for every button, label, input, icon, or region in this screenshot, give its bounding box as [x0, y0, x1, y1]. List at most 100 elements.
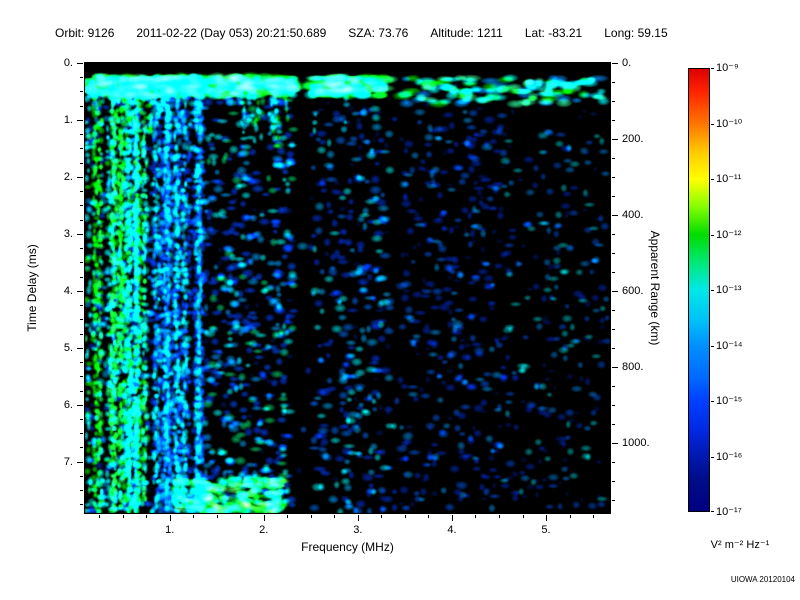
y-left-tick-label: 2. [63, 170, 73, 183]
x-axis-minor-tick [381, 515, 383, 518]
x-axis-tick [263, 515, 265, 521]
colorbar-tick [711, 456, 714, 458]
x-axis-minor-tick [287, 515, 289, 518]
y-left-minor-tick [80, 191, 83, 193]
y-right-minor-tick [612, 385, 615, 387]
x-axis-minor-tick [428, 515, 430, 518]
colorbar-tick-label: 10⁻¹⁶ [716, 450, 743, 463]
y-right-minor-tick [612, 423, 615, 425]
latitude-info: Lat: -83.21 [524, 26, 583, 40]
y-left-minor-tick [80, 148, 83, 150]
x-axis-minor-tick [310, 515, 312, 518]
y-left-tick-label: 3. [63, 227, 73, 240]
y-right-minor-tick [612, 328, 615, 330]
colorbar-tick-label: 10⁻¹³ [716, 284, 742, 296]
y-right-minor-tick [612, 119, 615, 121]
altitude-info: Altitude: 1211 [430, 26, 503, 40]
colorbar-tick [711, 68, 714, 69]
x-axis-label: Frequency (MHz) [301, 540, 394, 554]
x-tick-label: 2. [259, 524, 269, 536]
x-tick-label: 5. [541, 524, 551, 536]
y-left-minor-tick [80, 319, 83, 321]
colorbar-tick [711, 234, 714, 236]
datetime-info: 2011-02-22 (Day 053) 20:21:50.689 [136, 26, 327, 40]
y-left-tick-label: 7. [63, 455, 73, 468]
x-axis-minor-tick [404, 515, 406, 518]
x-axis-minor-tick [522, 515, 524, 518]
x-axis-tick [451, 515, 453, 521]
y-left-tick-label: 4. [63, 284, 73, 297]
y-left-minor-tick [80, 305, 83, 307]
y-left-minor-tick [80, 134, 83, 136]
y-right-minor-tick [612, 347, 615, 349]
y-right-tick-label: 200. [622, 132, 644, 145]
y-left-tick [77, 461, 83, 463]
y-left-minor-tick [80, 77, 83, 79]
colorbar-tick [711, 511, 714, 512]
y-left-minor-tick [80, 362, 83, 364]
spectrogram-canvas [85, 63, 610, 513]
longitude-info: Long: 59.15 [604, 26, 668, 40]
y-left-tick [77, 63, 83, 64]
x-tick-label: 1. [165, 524, 175, 536]
colorbar-unit-label: V² m⁻² Hz⁻¹ [710, 539, 770, 551]
y-left-tick [77, 347, 83, 349]
y-left-tick-label: 6. [63, 398, 73, 411]
spectrogram-plot-frame [84, 62, 611, 514]
y-right-minor-tick [612, 404, 615, 406]
y-right-tick [612, 442, 618, 444]
y-right-tick [612, 290, 618, 292]
x-tick-label: 4. [447, 524, 457, 536]
colorbar-tick-label: 10⁻¹² [716, 228, 742, 241]
y-right-minor-tick [612, 176, 615, 178]
y-left-minor-tick [80, 419, 83, 420]
x-axis-minor-tick [240, 515, 242, 518]
credit-text: UIOWA 20120104 [730, 575, 795, 584]
colorbar-tick [711, 401, 714, 402]
y-left-tick [77, 404, 83, 406]
x-axis-tick [357, 515, 359, 521]
y-left-minor-tick [80, 504, 83, 506]
y-right-tick [612, 214, 618, 216]
colorbar-tick-label: 10⁻¹⁰ [716, 117, 743, 130]
y-left-minor-tick [80, 105, 83, 107]
x-axis-minor-tick [216, 515, 218, 518]
y-right-minor-tick [612, 499, 615, 501]
x-axis-minor-tick [593, 515, 595, 518]
x-axis-tick [169, 515, 171, 521]
y-left-minor-tick [80, 219, 83, 221]
x-axis-minor-tick [146, 515, 148, 518]
y-right-tick-label: 1000. [622, 436, 650, 449]
y-right-minor-tick [612, 252, 615, 254]
x-axis-tick [546, 515, 548, 521]
y-left-tick [77, 290, 83, 292]
x-axis-minor-tick [334, 515, 336, 518]
y-left-minor-tick [80, 262, 83, 264]
y-left-minor-tick [80, 91, 83, 93]
x-tick-label: 3. [353, 524, 363, 536]
x-axis-minor-tick [498, 515, 500, 518]
colorbar-tick [711, 179, 714, 180]
colorbar-tick-label: 10⁻¹⁴ [716, 339, 743, 352]
colorbar-tick-label: 10⁻⁹ [716, 62, 739, 74]
colorbar-tick-label: 10⁻¹⁷ [716, 506, 742, 518]
y-left-tick-label: 0. [63, 57, 73, 69]
y-left-tick-label: 5. [63, 341, 73, 354]
y-right-tick-label: 400. [622, 208, 644, 221]
x-axis-minor-tick [569, 515, 571, 518]
colorbar-tick [711, 123, 714, 125]
y-axis-label-left: Time Delay (ms) [25, 244, 39, 332]
y-right-minor-tick [612, 480, 615, 482]
y-left-minor-tick [80, 276, 83, 278]
y-right-minor-tick [612, 233, 615, 235]
x-axis-minor-tick [193, 515, 195, 518]
y-right-minor-tick [612, 461, 615, 463]
y-left-minor-tick [80, 248, 83, 250]
y-left-minor-tick [80, 475, 83, 477]
y-right-minor-tick [612, 195, 615, 197]
x-axis-minor-tick [99, 515, 101, 518]
y-right-tick [612, 138, 618, 140]
y-left-tick [77, 233, 83, 235]
y-right-tick [612, 366, 618, 368]
y-left-minor-tick [80, 433, 83, 435]
